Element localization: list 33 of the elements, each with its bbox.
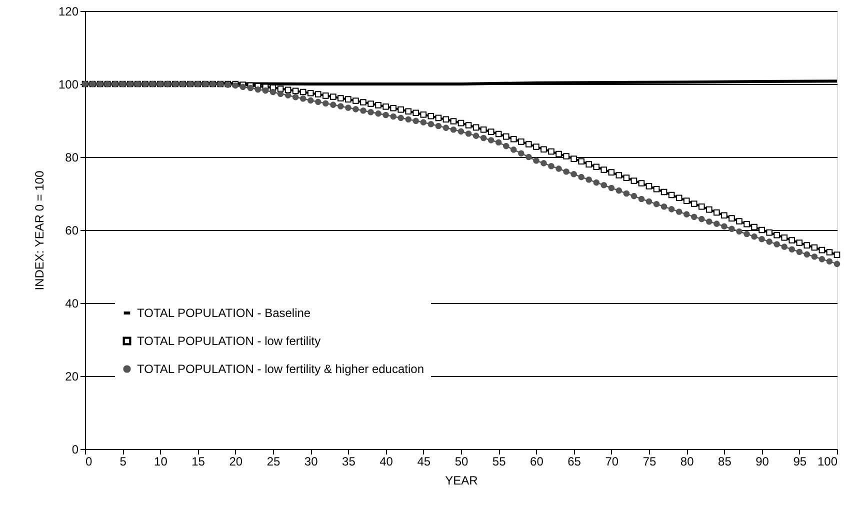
y-tick-label: 0 — [72, 442, 79, 456]
x-tick-label: 15 — [192, 454, 206, 468]
x-tick-label: 5 — [120, 454, 127, 468]
x-tick-label: 90 — [756, 454, 770, 468]
x-tick-label: 45 — [417, 454, 431, 468]
y-tick-label: 60 — [65, 224, 79, 238]
x-tick-label: 25 — [266, 454, 280, 468]
x-tick-label: 10 — [154, 454, 168, 468]
x-tick-label: 35 — [342, 454, 356, 468]
y-tick-label: 40 — [65, 296, 79, 310]
y-tick-label: 20 — [65, 370, 79, 384]
x-tick-label: 100 — [817, 454, 838, 468]
x-tick-label: 20 — [229, 454, 243, 468]
x-tick-label: 75 — [642, 454, 656, 468]
x-tick-label: 80 — [680, 454, 694, 468]
x-tick-label: 0 — [86, 454, 92, 468]
x-tick-label: 40 — [380, 454, 394, 468]
x-tick-label: 85 — [718, 454, 732, 468]
y-tick-label: 120 — [58, 4, 79, 18]
y-tick-label: 80 — [65, 150, 79, 164]
x-tick-label: 95 — [793, 454, 807, 468]
x-tick-label: 55 — [492, 454, 506, 468]
y-tick-label: 100 — [58, 78, 79, 92]
x-tick-label: 30 — [304, 454, 318, 468]
x-axis-title: YEAR — [445, 474, 478, 488]
x-tick-label: 50 — [454, 454, 468, 468]
x-tick-label: 70 — [605, 454, 619, 468]
legend-label: TOTAL POPULATION - Baseline — [137, 306, 311, 320]
legend-label: TOTAL POPULATION - low fertility — [137, 334, 321, 348]
legend-label: TOTAL POPULATION - low fertility & higher education — [137, 362, 424, 376]
x-tick-label: 65 — [568, 454, 582, 468]
y-axis-title: INDEX: YEAR 0 = 100 — [32, 170, 46, 290]
x-tick-label: 60 — [530, 454, 544, 468]
